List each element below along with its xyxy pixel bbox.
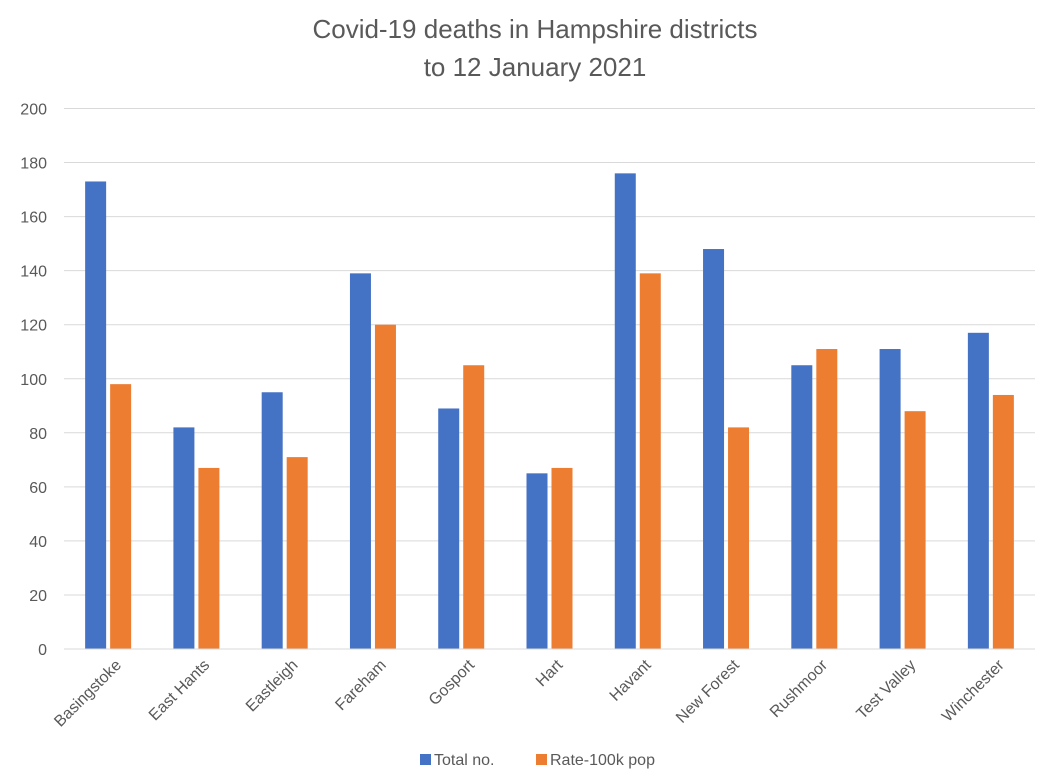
y-tick-label: 180: [20, 156, 47, 173]
bar-total-winchester: [967, 332, 989, 649]
bar-rate-winchester: [992, 394, 1014, 649]
y-tick-label: 0: [38, 642, 47, 659]
x-tick-label: Hart: [533, 656, 567, 690]
x-tick-label: New Forest: [673, 656, 743, 726]
x-tick-label: Havant: [607, 656, 655, 704]
x-axis-categories: Basingstoke East Hants Eastleigh Fareham Gos…: [51, 656, 1008, 730]
chart-title-line-2: to 12 January 2021: [424, 52, 647, 82]
x-tick-label: Test Valley: [854, 657, 920, 723]
legend-swatch: [420, 754, 431, 765]
chart-title-line-1: Covid-19 deaths in Hampshire districts: [312, 14, 757, 44]
bar-total-havant: [614, 173, 636, 650]
bar-total-gosport: [438, 408, 460, 649]
bar-total-east-hants: [173, 427, 195, 649]
bar-total-test-valley: [879, 349, 901, 649]
bar-total-hart: [526, 473, 548, 649]
bar-rate-rushmoor: [816, 349, 838, 649]
y-tick-label: 60: [29, 480, 47, 497]
bar-rate-new-forest: [728, 427, 750, 649]
x-tick-label: Fareham: [332, 657, 389, 714]
legend-label: Total no.: [434, 752, 494, 769]
gridlines: [64, 108, 1035, 596]
x-tick-label: Rushmoor: [767, 656, 832, 721]
bar-total-rushmoor: [791, 365, 813, 649]
bar-rate-fareham: [374, 324, 396, 649]
y-tick-label: 120: [20, 318, 47, 335]
bar-total-fareham: [349, 273, 371, 649]
bar-rate-eastleigh: [286, 457, 308, 649]
x-tick-label: Eastleigh: [243, 657, 302, 716]
legend-swatch: [536, 754, 547, 765]
x-tick-label: Basingstoke: [51, 657, 125, 731]
y-tick-label: 200: [20, 102, 47, 119]
bar-total-basingstoke: [85, 181, 107, 649]
bar-rate-east-hants: [198, 467, 220, 649]
y-tick-label: 140: [20, 264, 47, 281]
bar-rate-hart: [551, 467, 573, 649]
legend-label: Rate-100k pop: [550, 752, 655, 769]
x-tick-label: East Hants: [146, 657, 213, 724]
bar-rate-havant: [639, 273, 661, 649]
legend: Total no. Rate-100k pop: [420, 752, 655, 769]
bar-total-new-forest: [703, 249, 725, 649]
y-tick-label: 160: [20, 210, 47, 227]
x-tick-label: Winchester: [939, 656, 1008, 725]
bar-total-eastleigh: [261, 392, 283, 649]
bar-rate-gosport: [463, 365, 485, 649]
y-axis-ticks: 0 20 40 60 80 100 120 140 160 180 200: [20, 102, 47, 660]
y-tick-label: 100: [20, 372, 47, 389]
bar-rate-basingstoke: [110, 384, 132, 649]
bar-rate-test-valley: [904, 411, 926, 649]
x-tick-label: Gosport: [426, 656, 479, 709]
y-tick-label: 40: [29, 534, 47, 551]
y-tick-label: 20: [29, 588, 47, 605]
y-tick-label: 80: [29, 426, 47, 443]
bars: [85, 173, 1014, 650]
